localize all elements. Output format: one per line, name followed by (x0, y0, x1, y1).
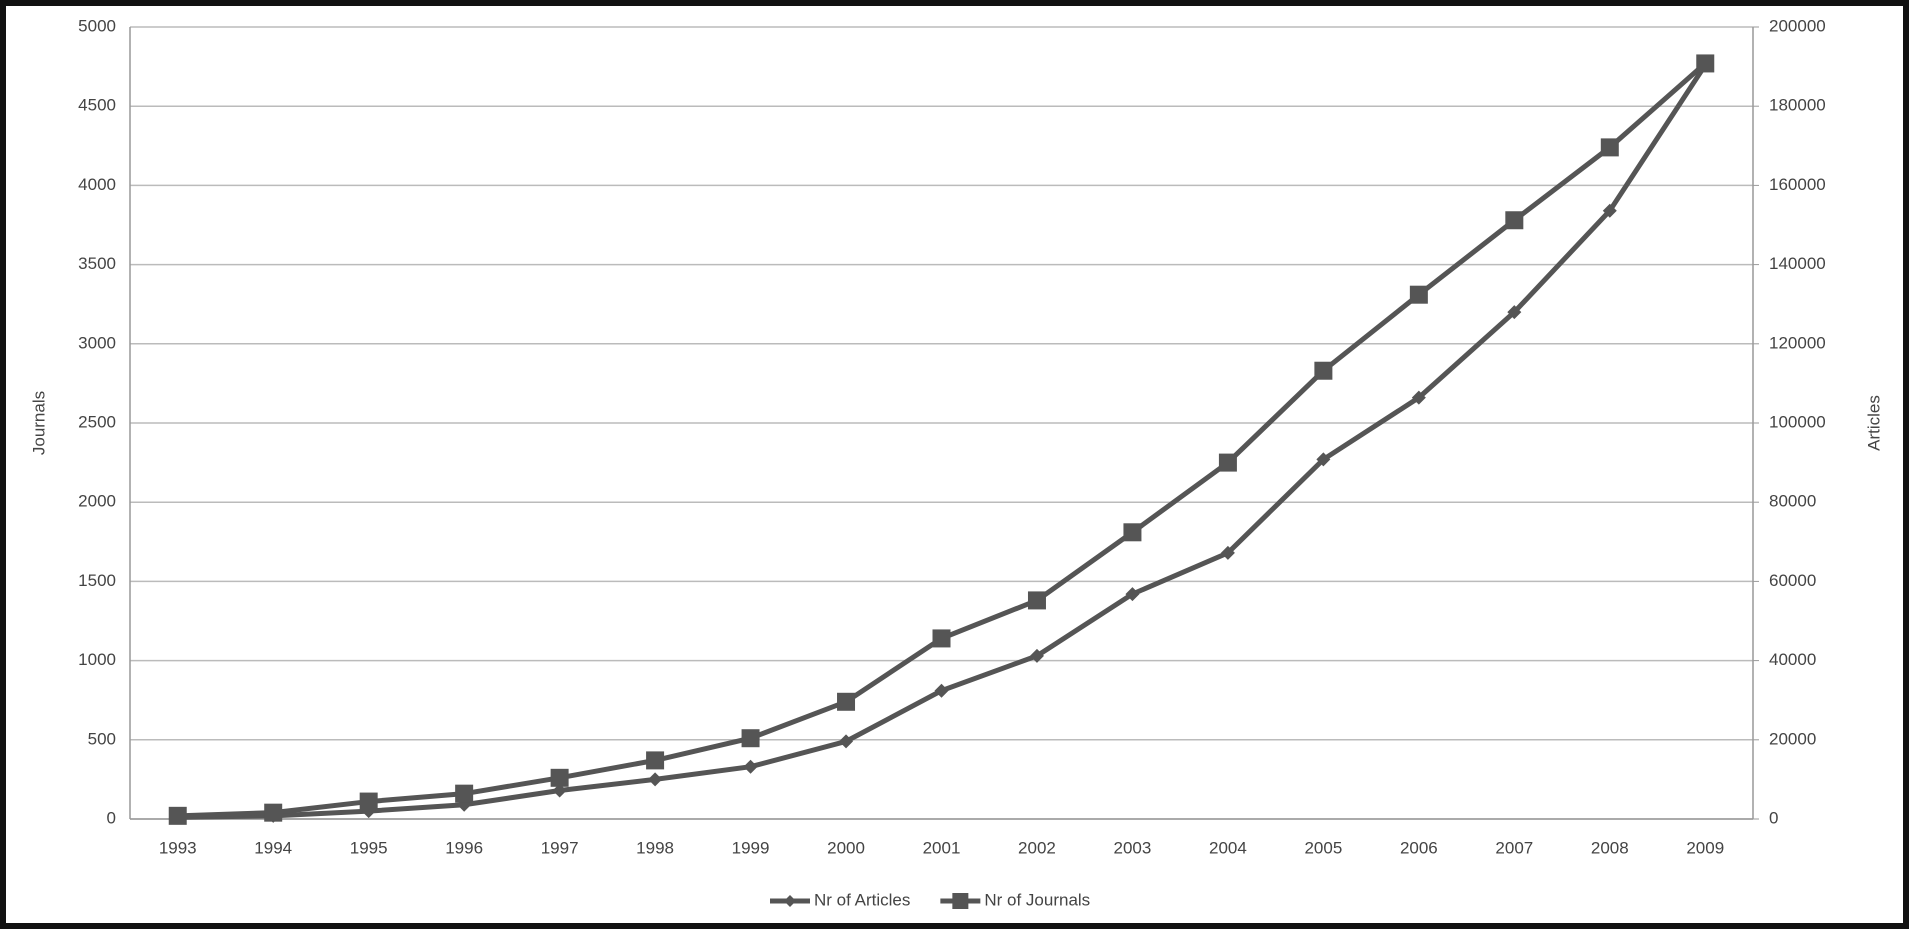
data-point (1505, 211, 1524, 230)
x-tick-label: 2007 (1495, 838, 1533, 857)
y2-tick-label: 120000 (1769, 333, 1826, 352)
y2-tick-label: 80000 (1769, 492, 1816, 511)
data-point (168, 806, 187, 825)
y-tick-label: 1000 (78, 650, 116, 669)
y-tick-label: 500 (88, 729, 116, 748)
data-point (741, 729, 760, 748)
legend-label: Nr of Articles (814, 890, 910, 909)
y2-axis-title: Articles (1864, 395, 1883, 451)
data-point (1316, 452, 1331, 467)
data-point (1409, 285, 1428, 304)
y2-tick-label: 140000 (1769, 254, 1826, 273)
y-tick-label: 2000 (78, 492, 116, 511)
data-point (1600, 138, 1619, 157)
x-tick-label: 2000 (827, 838, 865, 857)
y-tick-label: 1500 (78, 571, 116, 590)
y2-tick-label: 60000 (1769, 571, 1816, 590)
y2-tick-label: 180000 (1769, 96, 1826, 115)
x-tick-label: 2008 (1591, 838, 1629, 857)
y-tick-label: 3500 (78, 254, 116, 273)
x-tick-label: 2006 (1400, 838, 1438, 857)
y-axis-title: Journals (29, 391, 48, 455)
data-point (359, 792, 378, 811)
data-point (646, 751, 665, 770)
data-point (743, 759, 758, 774)
y2-tick-label: 40000 (1769, 650, 1816, 669)
x-tick-label: 1997 (541, 838, 579, 857)
y-tick-label: 2500 (78, 412, 116, 431)
y-tick-label: 3000 (78, 333, 116, 352)
x-tick-label: 2009 (1686, 838, 1724, 857)
data-point (1507, 305, 1522, 320)
data-point (934, 683, 949, 698)
x-tick-label: 2005 (1304, 838, 1342, 857)
data-point (552, 783, 567, 798)
y2-tick-label: 100000 (1769, 412, 1826, 431)
data-point (837, 692, 856, 711)
y2-tick-label: 200000 (1769, 16, 1826, 35)
x-tick-label: 2002 (1018, 838, 1056, 857)
data-point (1029, 648, 1044, 663)
x-tick-label: 2004 (1209, 838, 1247, 857)
data-point (550, 768, 569, 787)
x-tick-label: 1994 (254, 838, 292, 857)
data-point (1411, 390, 1426, 405)
data-point (1314, 361, 1333, 380)
data-point (1696, 54, 1715, 73)
data-point (839, 734, 854, 749)
data-point (932, 629, 951, 648)
y-tick-label: 4500 (78, 96, 116, 115)
data-point (1602, 203, 1617, 218)
y2-tick-label: 0 (1769, 808, 1778, 827)
x-tick-label: 1995 (350, 838, 388, 857)
data-point (1125, 587, 1140, 602)
legend-marker (952, 893, 969, 909)
legend-marker (784, 895, 796, 907)
y-tick-label: 4000 (78, 175, 116, 194)
data-point (648, 772, 663, 787)
y-tick-label: 5000 (78, 16, 116, 35)
x-tick-label: 2001 (923, 838, 961, 857)
x-tick-label: 1998 (636, 838, 674, 857)
data-point (1123, 523, 1142, 542)
y-tick-label: 0 (107, 808, 116, 827)
data-point (1220, 545, 1235, 560)
legend-label: Nr of Journals (984, 890, 1090, 909)
y2-tick-label: 20000 (1769, 729, 1816, 748)
data-point (455, 784, 474, 803)
y2-tick-label: 160000 (1769, 175, 1826, 194)
data-point (264, 803, 283, 822)
x-tick-label: 1996 (445, 838, 483, 857)
data-point (1027, 591, 1046, 610)
x-tick-label: 1993 (159, 838, 197, 857)
x-tick-label: 1999 (732, 838, 770, 857)
data-point (1218, 453, 1237, 472)
x-tick-label: 2003 (1114, 838, 1152, 857)
